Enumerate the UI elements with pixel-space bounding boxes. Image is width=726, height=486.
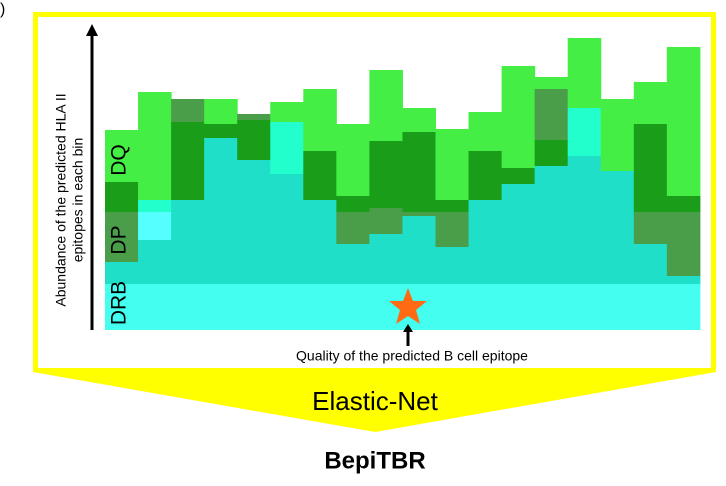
bin-segment — [468, 200, 503, 284]
star — [389, 288, 427, 324]
bin-segment — [567, 38, 602, 108]
bin-segment — [633, 284, 668, 330]
bin-segment — [633, 82, 668, 124]
bin-segment — [336, 284, 370, 330]
bin-segment — [303, 89, 337, 151]
bin-segment — [468, 284, 503, 330]
bin-segment — [204, 284, 238, 330]
bin-segment — [204, 124, 238, 138]
bins — [105, 38, 701, 330]
bin-segment — [501, 66, 536, 168]
bin-segment — [336, 212, 370, 244]
bin-segment — [435, 284, 470, 330]
model-label: Elastic-Net — [312, 386, 438, 416]
bin-segment — [402, 216, 436, 284]
bin-segment — [204, 138, 238, 284]
bin-segment — [501, 284, 536, 330]
bin-segment — [600, 171, 635, 284]
bin-segment — [237, 120, 271, 160]
bin-segment — [105, 182, 139, 212]
bin-segment — [468, 112, 503, 151]
bin-segment — [138, 92, 172, 200]
bin-segment — [171, 122, 205, 200]
bin-segment — [567, 284, 602, 330]
y-axis-label: epitopes in each bin — [70, 138, 86, 263]
bin-segment — [435, 129, 470, 200]
bin-segment — [237, 114, 271, 120]
bin-segment — [501, 184, 536, 284]
bin-segment — [171, 200, 205, 284]
layer-label: DP — [108, 225, 131, 254]
bin-segment — [435, 200, 470, 212]
bin-segment — [303, 151, 337, 200]
bin-segment — [633, 244, 668, 284]
bin-segment — [369, 70, 403, 141]
y-axis-label: Abundance of the predicted HLA II — [53, 93, 69, 306]
bin-segment — [270, 122, 304, 174]
bin-segment — [534, 140, 569, 166]
bin-segment — [534, 89, 569, 140]
bin-segment — [435, 247, 470, 284]
bin-segment — [534, 166, 569, 284]
quality-arrow-head — [403, 324, 413, 332]
bin-segment — [501, 168, 536, 184]
bin-segment — [369, 234, 403, 284]
bin-segment — [633, 124, 668, 212]
bin-segment — [171, 284, 205, 330]
bin-segment — [105, 130, 139, 182]
bin-segment — [666, 196, 701, 212]
y-arrow-head — [86, 24, 98, 36]
bin-segment — [138, 284, 172, 330]
bin-segment — [633, 212, 668, 244]
bin-segment — [567, 108, 602, 156]
bin-segment — [204, 99, 238, 124]
bin-segment — [105, 212, 139, 262]
output-label: BepiTBR — [324, 447, 425, 474]
bin-segment — [600, 284, 635, 330]
layer-label: DRB — [108, 281, 131, 325]
bin-segment — [270, 102, 304, 122]
bin-segment — [468, 151, 503, 200]
bin-segment — [402, 212, 436, 216]
bin-segment — [237, 160, 271, 284]
bin-segment — [666, 284, 701, 330]
bin-segment — [237, 284, 271, 330]
bin-segment — [105, 284, 139, 330]
bin-segment — [171, 99, 205, 122]
funnel — [33, 372, 716, 432]
bin-segment — [402, 108, 436, 132]
bin-segment — [138, 240, 172, 284]
bin-segment — [666, 212, 701, 276]
bin-segment — [567, 156, 602, 284]
bin-segment — [435, 212, 470, 247]
bin-segment — [138, 200, 172, 212]
panel-label: ) — [0, 1, 5, 18]
layer-label: DQ — [108, 144, 131, 176]
bin-segment — [534, 77, 569, 89]
bin-segment — [402, 132, 436, 212]
bin-segment — [534, 284, 569, 330]
bin-segment — [303, 284, 337, 330]
bin-segment — [336, 244, 370, 284]
bin-segment — [336, 196, 370, 212]
bin-segment — [270, 174, 304, 284]
bin-segment — [369, 141, 403, 208]
bin-segment — [666, 47, 701, 196]
bin-segment — [270, 284, 304, 330]
bin-segment — [666, 276, 701, 284]
bin-segment — [336, 124, 370, 196]
bin-segment — [303, 200, 337, 284]
bin-segment — [600, 99, 635, 171]
bin-segment — [105, 262, 139, 284]
x-axis-label: Quality of the predicted B cell epitope — [296, 348, 528, 364]
bin-segment — [369, 208, 403, 234]
bin-segment — [138, 212, 172, 240]
